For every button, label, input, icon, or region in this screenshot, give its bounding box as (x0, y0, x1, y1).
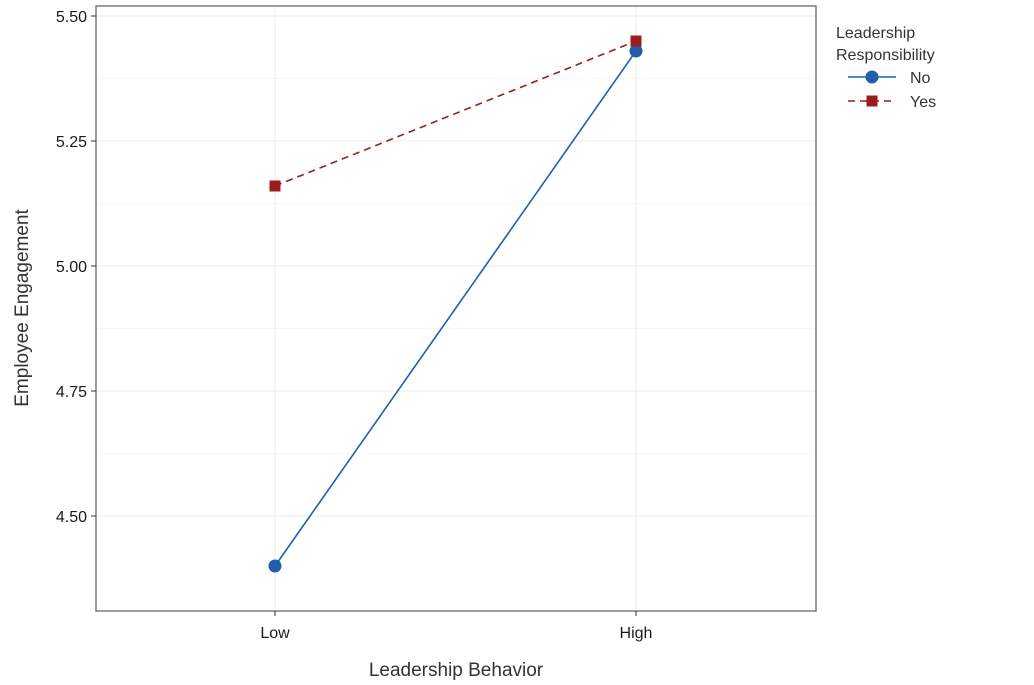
axis-ticks: 4.50 4.75 5.00 5.25 5.50 Low High (56, 9, 653, 642)
legend-key-marker-no (865, 70, 879, 84)
point-no-high (629, 44, 643, 58)
x-axis-title: Leadership Behavior (369, 660, 544, 681)
y-tick-label: 5.00 (56, 259, 87, 276)
plot-border (95, 5, 817, 612)
legend: Leadership Responsibility No Yes (836, 25, 936, 111)
y-tick-label: 5.50 (56, 9, 87, 26)
y-tick-label: 5.25 (56, 134, 87, 151)
series-line-no (274, 50, 637, 567)
series-line-yes (274, 40, 637, 187)
x-tick-label: Low (260, 625, 290, 642)
legend-key-marker-yes (866, 95, 878, 107)
legend-label-yes: Yes (910, 94, 936, 111)
point-yes-high (630, 35, 642, 47)
point-no-low (268, 559, 282, 573)
legend-title-line-2: Responsibility (836, 47, 935, 64)
point-yes-low (269, 180, 281, 192)
x-tick-label: High (620, 625, 653, 642)
y-axis-title: Employee Engagement (12, 209, 33, 407)
legend-label-no: No (910, 70, 931, 87)
series-layer (268, 35, 643, 573)
y-tick-label: 4.75 (56, 384, 87, 401)
y-tick-label: 4.50 (56, 509, 87, 526)
legend-keys (848, 70, 896, 107)
grid-lines (96, 6, 816, 611)
legend-title-line-1: Leadership (836, 25, 915, 42)
